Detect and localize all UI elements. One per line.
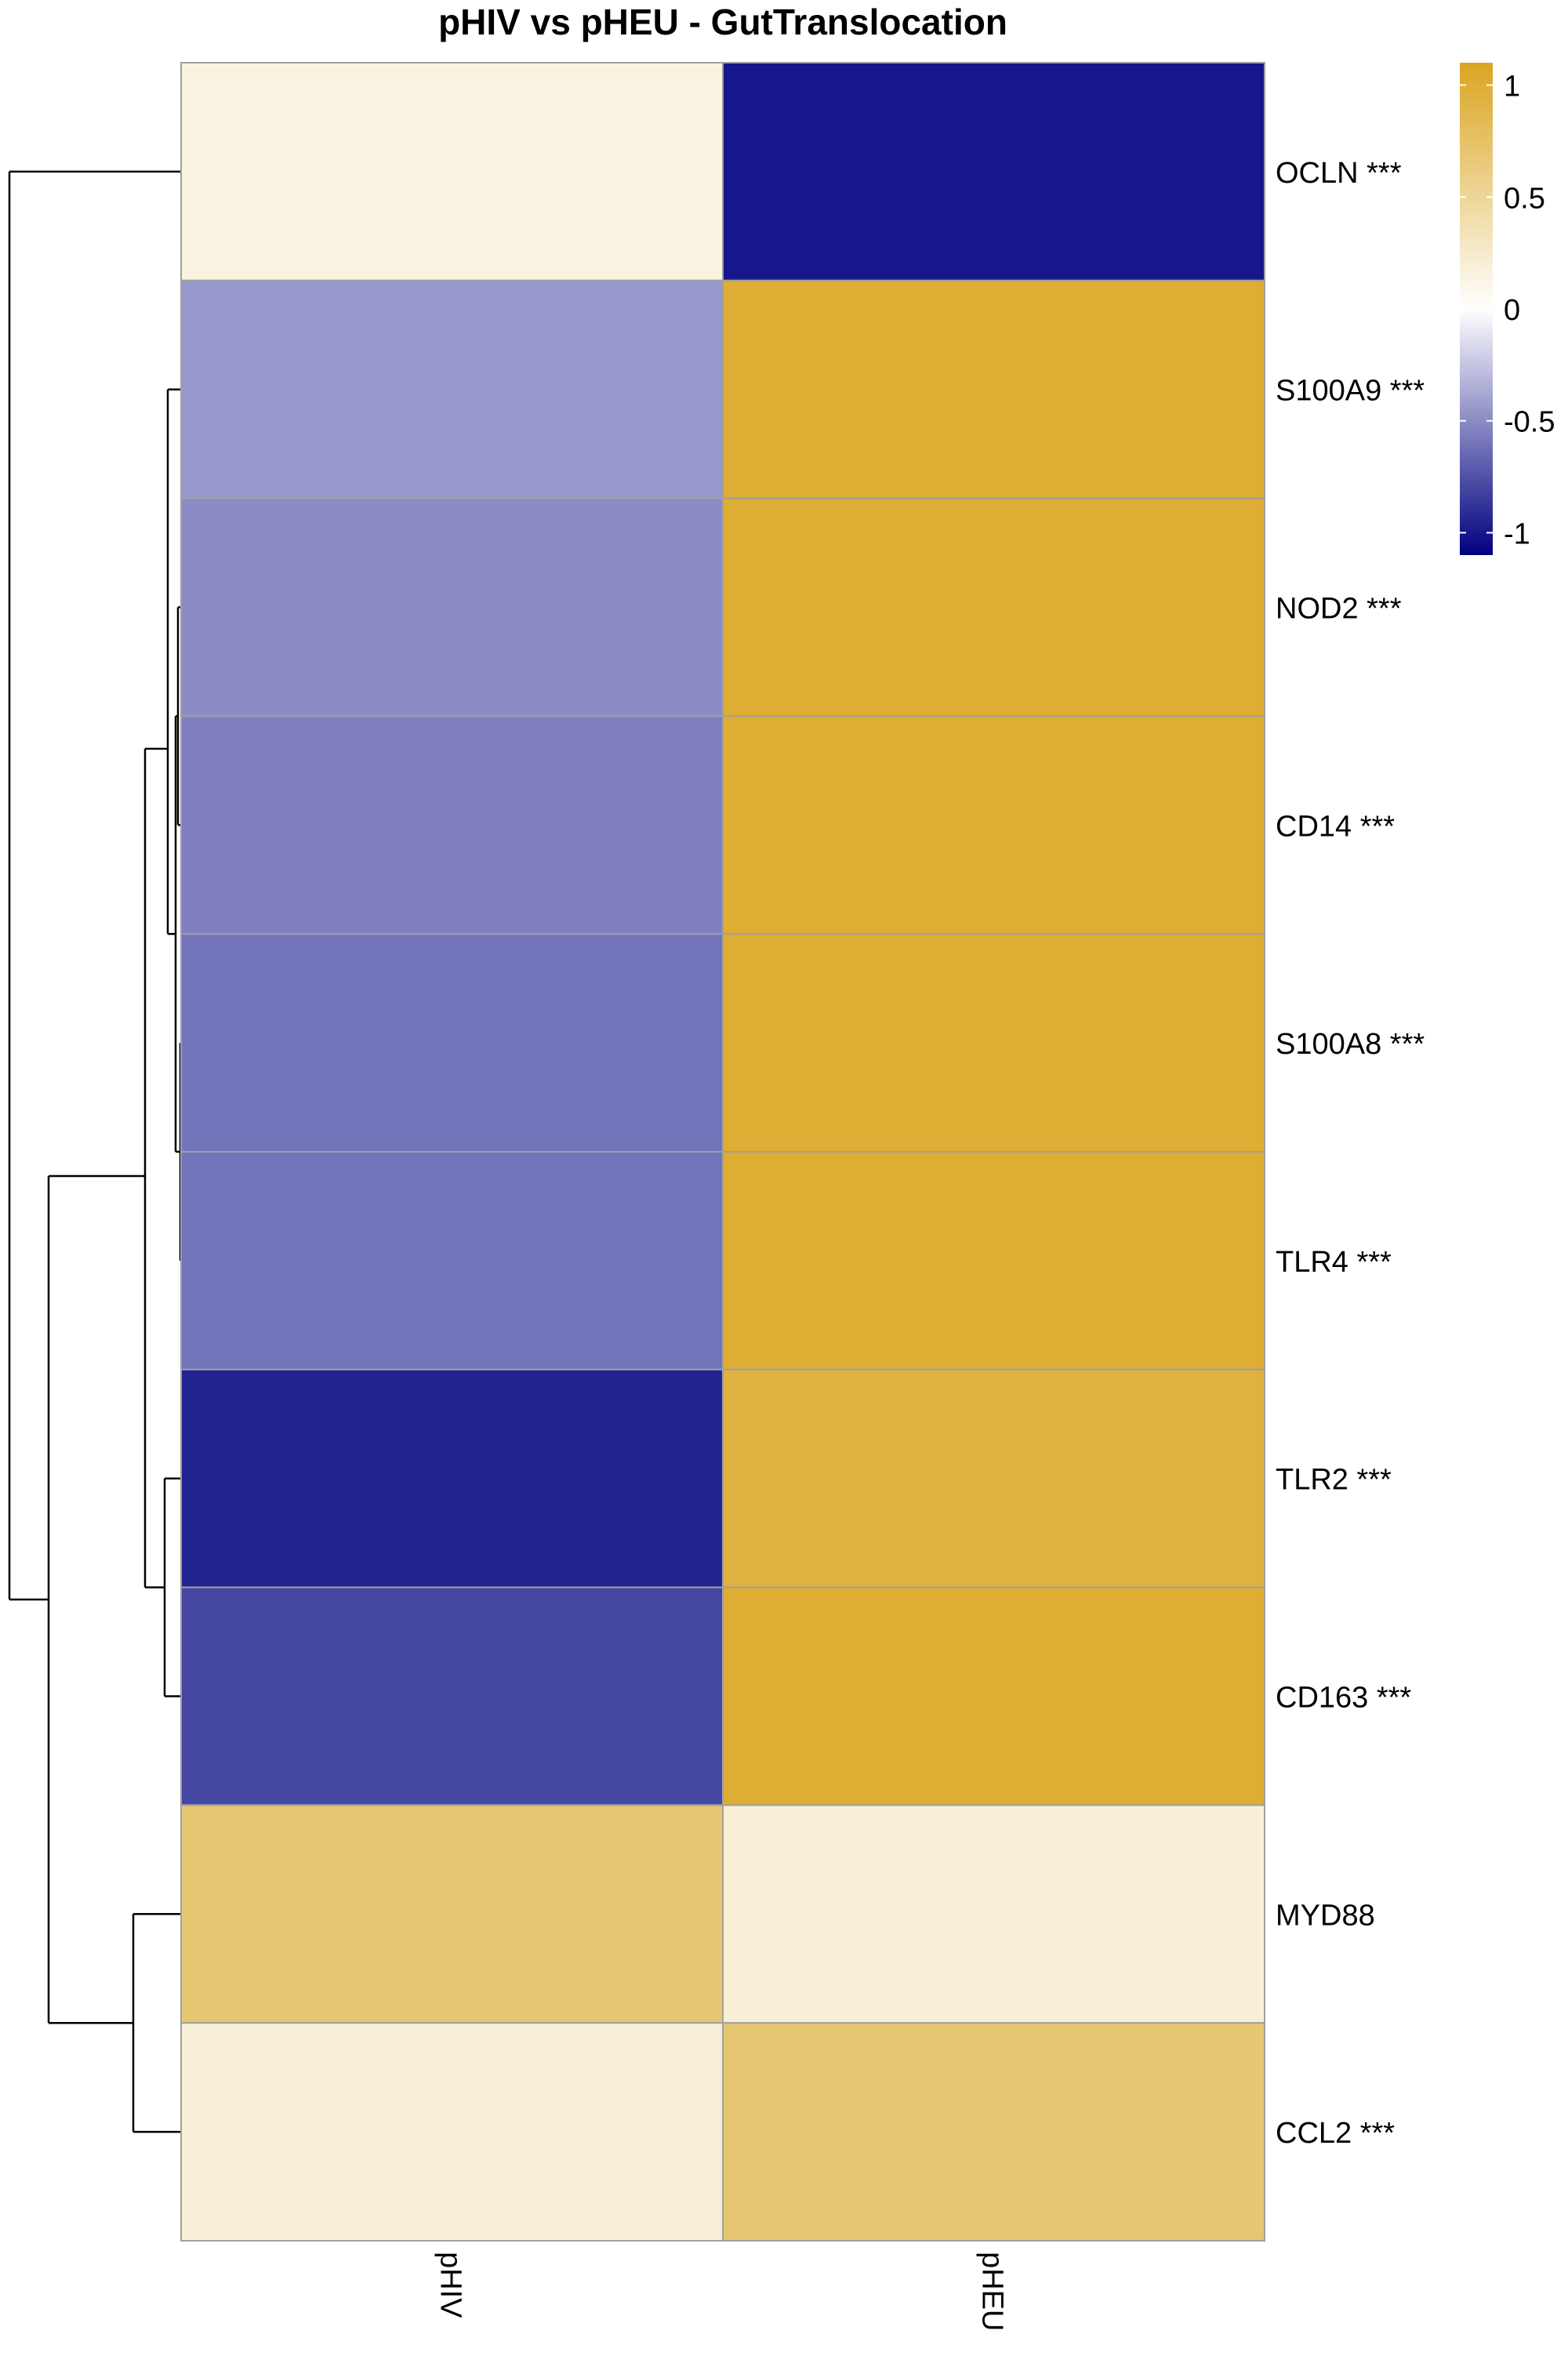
legend-tick-label: -0.5	[1504, 406, 1555, 439]
heatmap-cell	[180, 933, 724, 1153]
heatmap-cell	[722, 2022, 1265, 2242]
heatmap-cell	[180, 715, 724, 935]
color-legend: 1 0.5 0 -0.5 -1	[1460, 63, 1555, 555]
legend-tick-label: 1	[1504, 71, 1520, 103]
row-label: TLR2 ***	[1276, 1464, 1392, 1497]
row-label: S100A9 ***	[1276, 375, 1425, 408]
heatmap-cell	[180, 2022, 724, 2242]
column-label: pHIV	[434, 2252, 467, 2318]
chart-title: pHIV vs pHEU - GutTranslocation	[438, 2, 1007, 42]
heatmap-cell	[180, 62, 724, 281]
heatmap-cells	[180, 62, 1265, 2242]
row-label: S100A8 ***	[1276, 1028, 1425, 1061]
row-label: MYD88	[1276, 1899, 1375, 1932]
row-dendrogram	[8, 170, 182, 2133]
heatmap-cell	[722, 715, 1265, 935]
heatmap-cell	[180, 1368, 724, 1588]
row-label: CCL2 ***	[1276, 2117, 1395, 2150]
row-label: NOD2 ***	[1276, 593, 1402, 626]
heatmap-cell	[722, 1151, 1265, 1370]
heatmap-cell	[180, 279, 724, 499]
column-labels: pHIV pHEU	[434, 2252, 1009, 2331]
heatmap-cell	[722, 279, 1265, 499]
heatmap-cell	[722, 497, 1265, 717]
row-labels: OCLN *** S100A9 *** NOD2 *** CD14 *** S100A8…	[1276, 157, 1425, 2150]
legend-tick-label: -1	[1504, 517, 1530, 550]
row-label: OCLN ***	[1276, 157, 1402, 190]
heatmap-cell	[180, 1151, 724, 1370]
heatmap-cell	[722, 933, 1265, 1153]
heatmap-cell	[180, 497, 724, 717]
column-label: pHEU	[976, 2252, 1009, 2331]
heatmap-cell	[180, 1804, 724, 2024]
heatmap-cell	[722, 1804, 1265, 2024]
legend-tick-label: 0	[1504, 294, 1520, 327]
heatmap-cell	[722, 1586, 1265, 1806]
heatmap-cell	[722, 62, 1265, 281]
row-label: CD163 ***	[1276, 1682, 1411, 1715]
legend-tick-label: 0.5	[1504, 182, 1545, 215]
row-label: TLR4 ***	[1276, 1246, 1392, 1279]
heatmap-cell	[180, 1586, 724, 1806]
heatmap-cell	[722, 1368, 1265, 1588]
row-label: CD14 ***	[1276, 810, 1395, 843]
